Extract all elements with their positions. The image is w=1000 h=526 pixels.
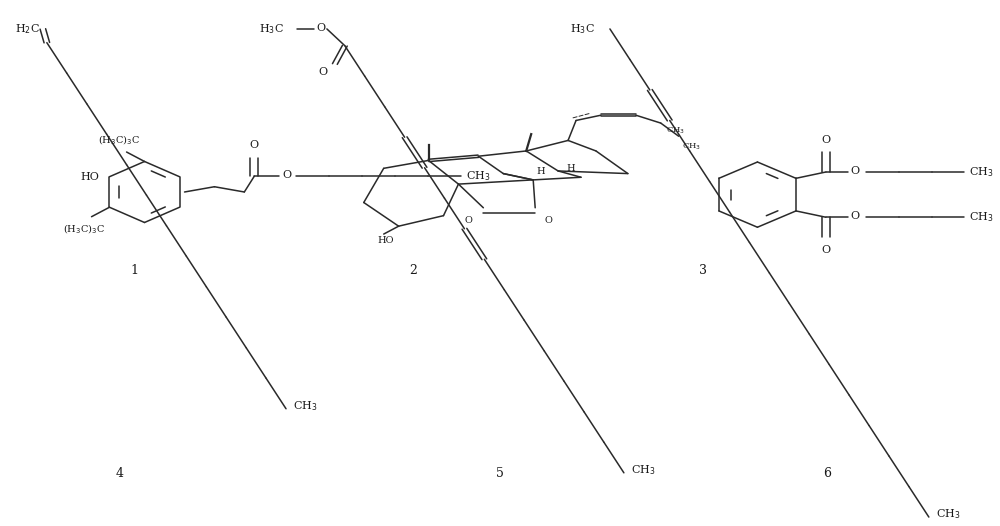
Text: O: O bbox=[318, 67, 327, 77]
Text: O: O bbox=[316, 23, 325, 33]
Text: O: O bbox=[282, 170, 291, 180]
Text: CH$_3$: CH$_3$ bbox=[631, 463, 655, 477]
Text: CH$_3$: CH$_3$ bbox=[682, 141, 701, 152]
Text: O: O bbox=[851, 211, 860, 221]
Text: (H$_3$C)$_3$C: (H$_3$C)$_3$C bbox=[98, 133, 140, 147]
Text: 4: 4 bbox=[116, 467, 124, 480]
Text: O: O bbox=[250, 140, 259, 150]
Text: O: O bbox=[851, 166, 860, 176]
Text: H: H bbox=[566, 164, 575, 173]
Text: H$_3$C: H$_3$C bbox=[259, 22, 284, 36]
Text: 2: 2 bbox=[410, 265, 418, 277]
Text: O: O bbox=[821, 135, 830, 145]
Text: HO: HO bbox=[377, 236, 394, 245]
Text: (H$_3$C)$_3$C: (H$_3$C)$_3$C bbox=[63, 222, 104, 236]
Text: O: O bbox=[821, 245, 830, 255]
Text: O: O bbox=[464, 216, 472, 225]
Text: HO: HO bbox=[81, 171, 100, 182]
Text: H: H bbox=[536, 167, 545, 176]
Text: 3: 3 bbox=[699, 265, 707, 277]
Text: 1: 1 bbox=[131, 265, 139, 277]
Text: CH$_3$: CH$_3$ bbox=[666, 126, 685, 136]
Text: H$_2$C: H$_2$C bbox=[15, 22, 40, 36]
Text: CH$_3$: CH$_3$ bbox=[293, 399, 318, 413]
Text: H$_3$C: H$_3$C bbox=[570, 22, 595, 36]
Text: 5: 5 bbox=[496, 467, 504, 480]
Text: CH$_3$: CH$_3$ bbox=[969, 210, 994, 224]
Text: CH$_3$: CH$_3$ bbox=[466, 169, 490, 183]
Text: CH$_3$: CH$_3$ bbox=[936, 508, 960, 521]
Text: CH$_3$: CH$_3$ bbox=[969, 165, 994, 179]
Text: O: O bbox=[544, 216, 552, 225]
Text: 6: 6 bbox=[823, 467, 831, 480]
